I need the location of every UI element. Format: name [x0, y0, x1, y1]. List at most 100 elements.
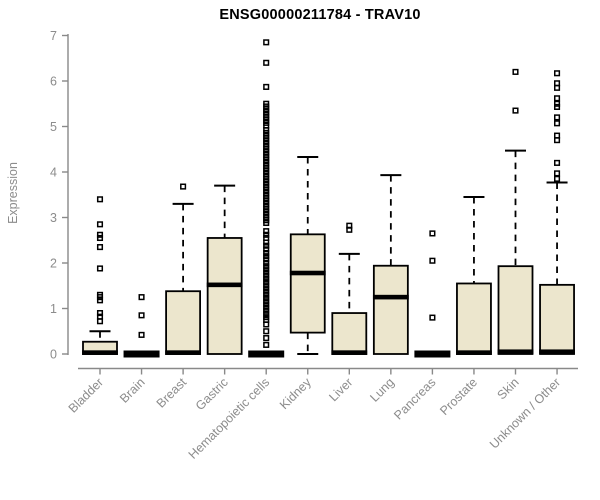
outlier-point-bladder	[96, 231, 104, 238]
box-flat-brain	[123, 350, 160, 358]
y-tick-label: 4	[50, 166, 57, 180]
outlier-point-hematopoietic-cells	[263, 288, 270, 295]
outlier-point-hematopoietic-cells	[263, 59, 270, 66]
x-category-label-breast: Breast	[154, 375, 190, 411]
box-lung	[372, 264, 409, 355]
outlier-point-bladder	[96, 244, 104, 251]
outlier-point-hematopoietic-cells	[263, 307, 270, 314]
outlier-point-hematopoietic-cells	[263, 291, 270, 298]
outlier-point-unknown-other	[554, 137, 561, 144]
outlier-point-hematopoietic-cells	[263, 285, 270, 292]
outlier-point-bladder	[96, 234, 104, 242]
box-flat-pancreas	[414, 350, 451, 358]
outlier-point-bladder	[96, 297, 104, 304]
outlier-point-unknown-other	[554, 100, 561, 107]
x-category-label-liver: Liver	[326, 375, 355, 404]
outlier-point-skin	[512, 68, 519, 75]
outlier-point-hematopoietic-cells	[263, 256, 270, 263]
outlier-point-hematopoietic-cells	[263, 246, 270, 253]
outlier-point-brain	[138, 331, 145, 338]
outlier-point-hematopoietic-cells	[263, 83, 270, 90]
x-category-label-lung: Lung	[367, 375, 397, 405]
outlier-point-hematopoietic-cells	[263, 39, 270, 46]
outlier-point-hematopoietic-cells	[263, 294, 270, 302]
outlier-point-unknown-other	[554, 70, 561, 77]
x-category-label-brain: Brain	[117, 375, 148, 406]
outlier-point-hematopoietic-cells	[263, 341, 270, 348]
outlier-point-hematopoietic-cells	[263, 269, 270, 276]
y-tick-label: 6	[50, 75, 57, 89]
outlier-point-hematopoietic-cells	[263, 239, 270, 246]
median-lung	[372, 294, 409, 300]
x-category-label-kidney: Kidney	[277, 375, 314, 412]
outlier-point-unknown-other	[554, 114, 561, 121]
outlier-point-hematopoietic-cells	[263, 301, 270, 308]
y-tick-label: 3	[50, 211, 57, 225]
median-prostate	[456, 350, 492, 355]
outlier-point-bladder	[96, 196, 104, 203]
y-tick-label: 5	[50, 120, 57, 134]
outlier-point-bladder	[96, 265, 104, 272]
box-liver	[331, 312, 368, 355]
outlier-point-hematopoietic-cells	[263, 298, 270, 305]
x-category-label-hematopoietic-cells: Hematopoietic cells	[186, 375, 273, 462]
x-category-label-bladder: Bladder	[66, 375, 106, 415]
outlier-point-hematopoietic-cells	[263, 275, 270, 282]
outlier-point-brain	[138, 312, 145, 319]
outlier-point-hematopoietic-cells	[263, 263, 270, 270]
outlier-point-hematopoietic-cells	[263, 335, 270, 342]
outlier-point-hematopoietic-cells	[263, 253, 270, 260]
outlier-point-unknown-other	[554, 95, 561, 102]
y-tick-label: 1	[50, 302, 57, 316]
median-liver	[331, 350, 368, 355]
outlier-point-hematopoietic-cells	[263, 310, 270, 318]
median-skin	[497, 349, 534, 355]
outlier-point-pancreas	[429, 314, 436, 321]
box-skin	[497, 265, 534, 355]
x-category-label-skin: Skin	[495, 375, 522, 402]
outlier-point-hematopoietic-cells	[263, 259, 270, 267]
median-bladder	[82, 350, 118, 355]
outlier-point-hematopoietic-cells	[263, 219, 270, 227]
outlier-point-unknown-other	[554, 84, 561, 91]
outlier-point-brain	[138, 294, 145, 301]
box-flat-hematopoietic-cells	[248, 350, 285, 358]
outlier-point-bladder	[96, 310, 104, 317]
outlier-point-hematopoietic-cells	[263, 231, 270, 238]
box-unknown-other	[539, 283, 575, 355]
outlier-point-breast	[180, 183, 187, 190]
outlier-point-hematopoietic-cells	[263, 266, 270, 273]
x-category-label-gastric: Gastric	[193, 375, 231, 413]
outlier-point-hematopoietic-cells	[263, 228, 270, 235]
outlier-point-bladder	[96, 221, 104, 228]
outlier-point-hematopoietic-cells	[263, 279, 270, 286]
outlier-point-bladder	[96, 294, 104, 301]
outlier-point-hematopoietic-cells	[263, 249, 270, 257]
outlier-point-hematopoietic-cells	[263, 272, 270, 279]
outlier-point-unknown-other	[554, 103, 561, 110]
median-unknown-other	[539, 349, 575, 355]
x-category-label-unknown-other: Unknown / Other	[487, 375, 563, 451]
outlier-point-hematopoietic-cells	[263, 242, 270, 249]
outlier-point-liver	[346, 226, 353, 233]
outlier-point-bladder	[96, 318, 104, 325]
box-kidney	[289, 233, 326, 334]
outlier-point-skin	[512, 107, 519, 114]
outlier-point-unknown-other	[554, 170, 561, 177]
chart-title: ENSG00000211784 - TRAV10	[219, 7, 421, 23]
outlier-point-hematopoietic-cells	[263, 304, 270, 311]
outlier-point-unknown-other	[554, 175, 561, 182]
y-tick-label: 2	[50, 257, 57, 271]
x-category-label-prostate: Prostate	[437, 375, 480, 418]
outlier-point-unknown-other	[554, 159, 561, 166]
median-kidney	[289, 270, 326, 276]
outlier-point-hematopoietic-cells	[263, 328, 270, 335]
x-category-label-pancreas: Pancreas	[391, 375, 438, 422]
box-gastric	[206, 237, 243, 355]
outlier-point-unknown-other	[554, 120, 561, 127]
outlier-point-pancreas	[429, 230, 436, 237]
box-breast	[165, 290, 202, 355]
y-tick-label: 7	[50, 29, 57, 43]
